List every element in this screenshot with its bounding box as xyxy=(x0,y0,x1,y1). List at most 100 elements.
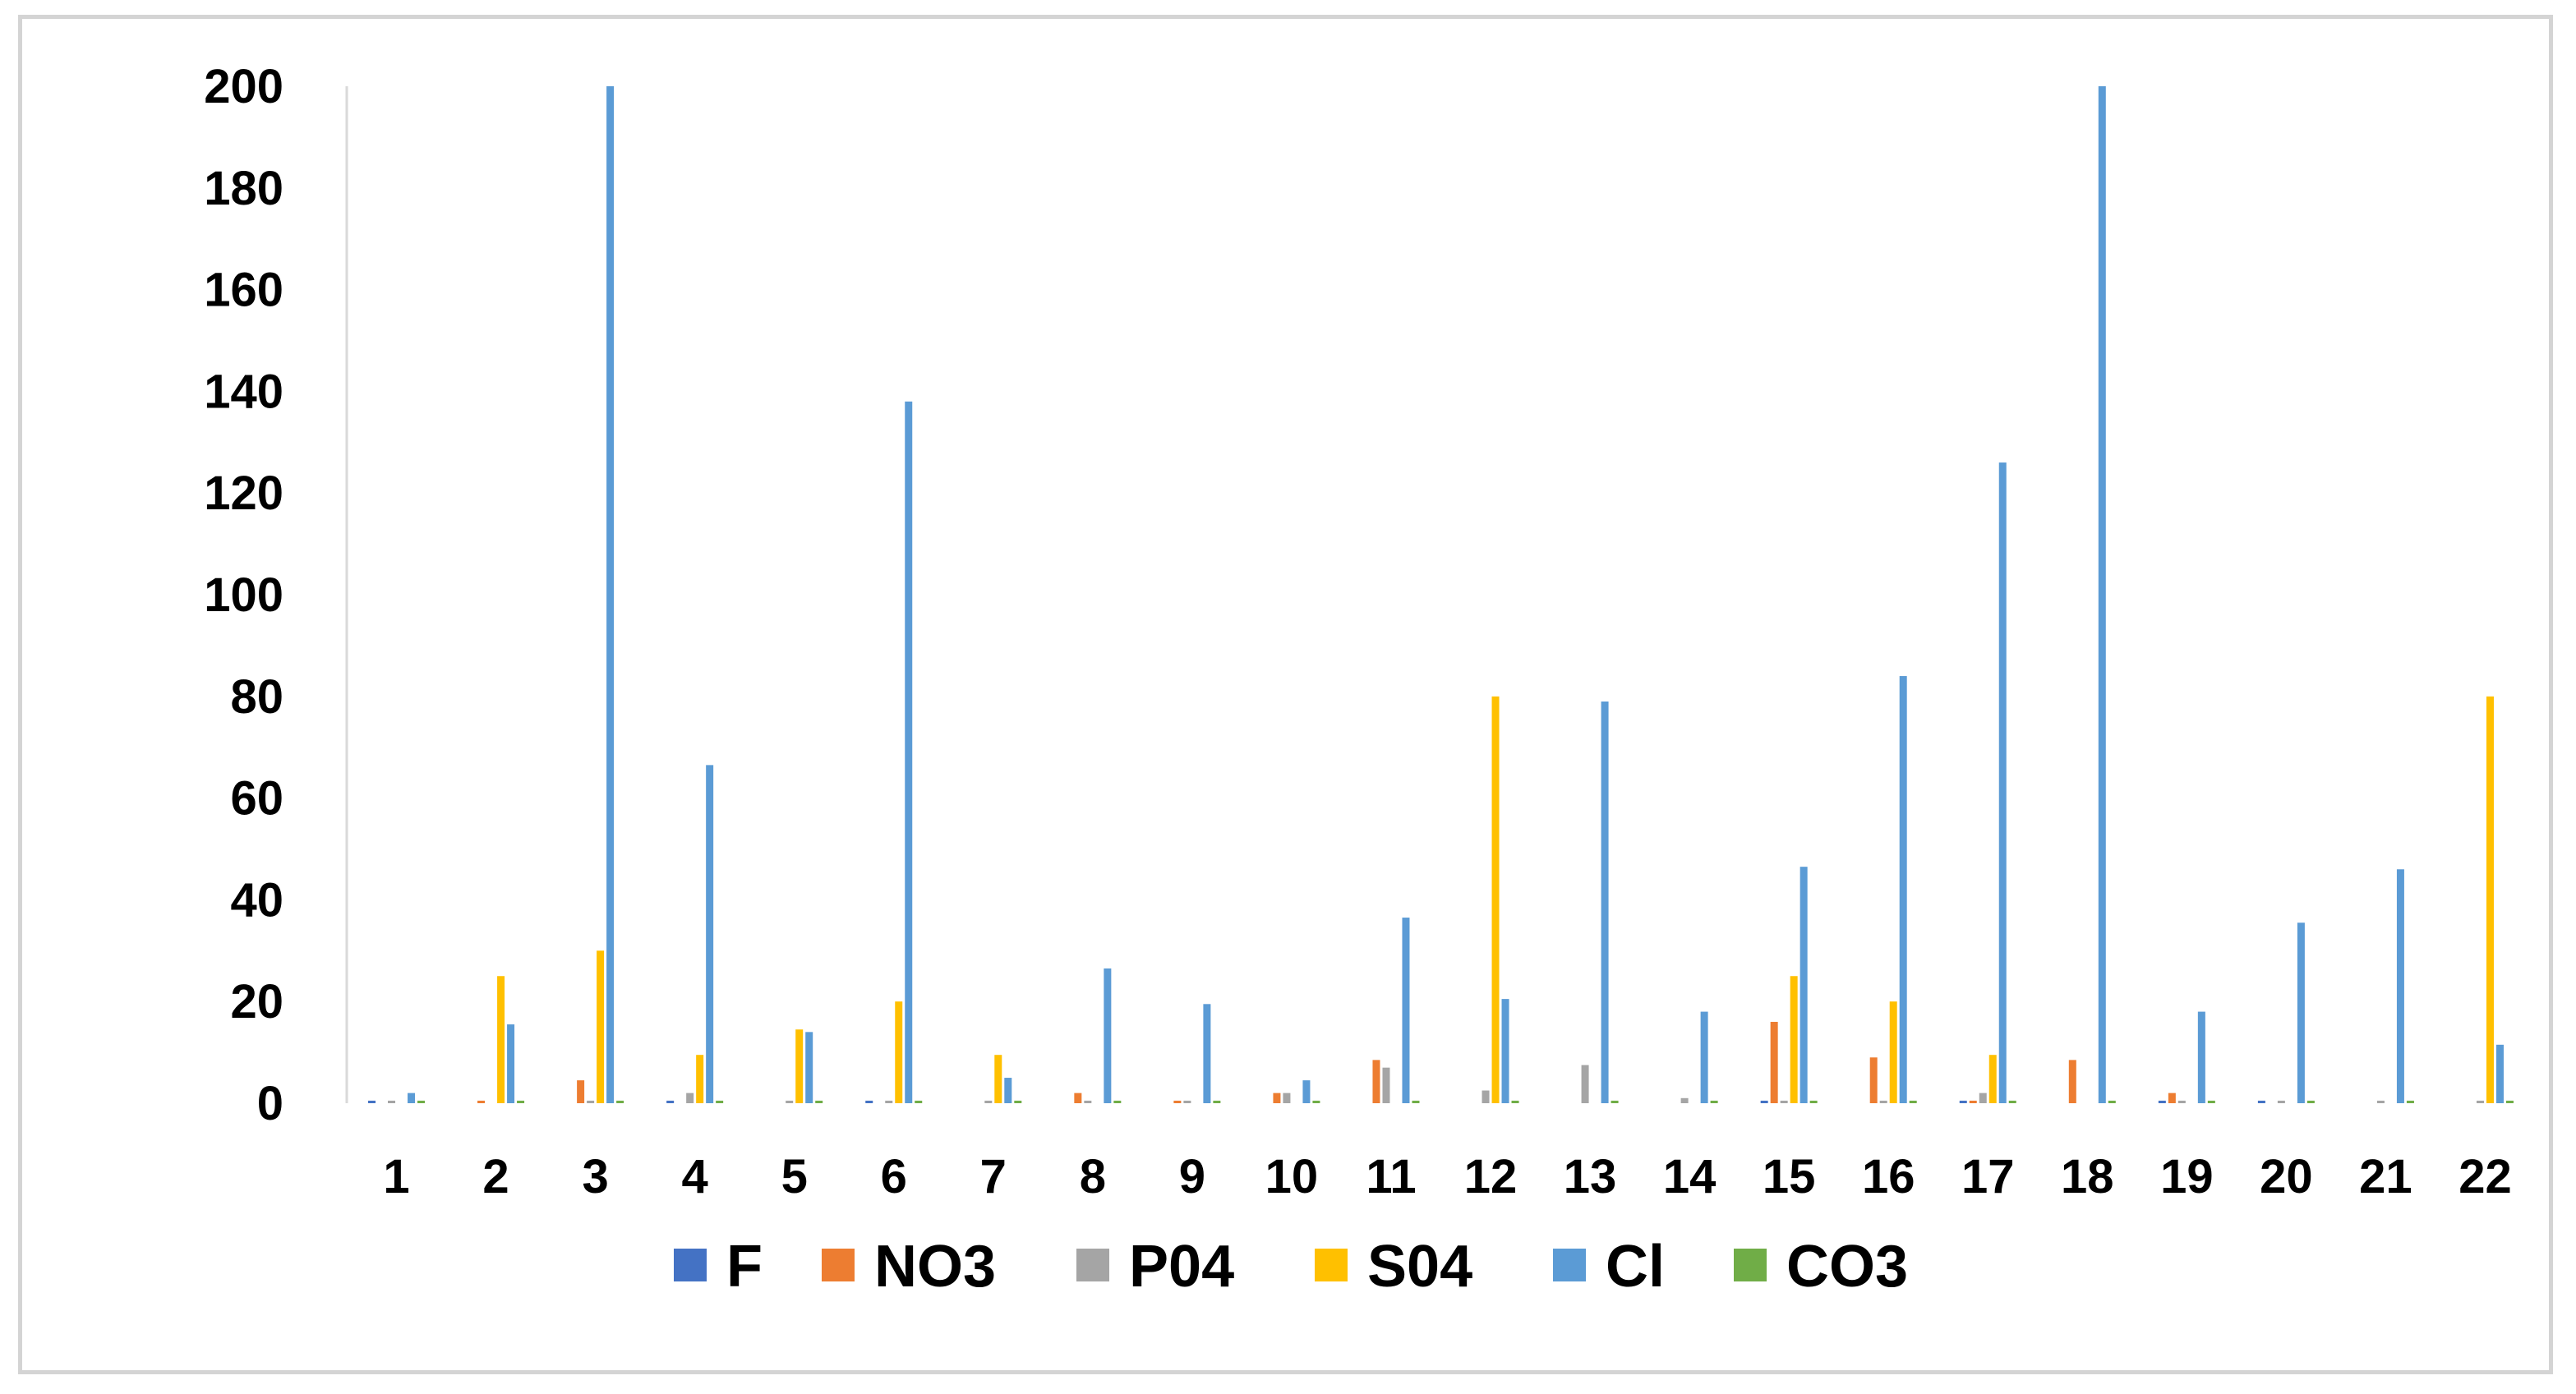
bar-cl-11 xyxy=(1402,918,1410,1103)
bar-co3-15 xyxy=(1809,1100,1818,1103)
bar-p04-8 xyxy=(1084,1100,1092,1103)
bar-no3-10 xyxy=(1273,1093,1281,1103)
bar-cl-10 xyxy=(1302,1080,1311,1103)
y-tick-label: 180 xyxy=(204,162,283,215)
bar-cl-16 xyxy=(1899,676,1907,1103)
x-tick-label: 15 xyxy=(1763,1150,1816,1203)
bar-s04-6 xyxy=(895,1001,903,1103)
legend-label-s04: S04 xyxy=(1367,1234,1472,1300)
bar-co3-16 xyxy=(1909,1100,1917,1103)
legend-label-p04: P04 xyxy=(1129,1234,1234,1300)
legend-label-co3: CO3 xyxy=(1786,1234,1908,1300)
x-tick-label: 14 xyxy=(1663,1150,1717,1203)
bar-no3-9 xyxy=(1173,1100,1182,1103)
bar-cl-15 xyxy=(1800,867,1808,1103)
x-tick-label: 7 xyxy=(980,1150,1007,1203)
bar-co3-14 xyxy=(1710,1100,1718,1103)
bar-s04-3 xyxy=(597,950,605,1103)
bar-cl-18 xyxy=(2098,86,2106,1103)
y-tick-label: 0 xyxy=(257,1077,283,1130)
legend-label-f: F xyxy=(726,1234,763,1300)
x-tick-label: 1 xyxy=(383,1150,409,1203)
x-tick-label: 17 xyxy=(1961,1150,2015,1203)
bar-cl-22 xyxy=(2495,1044,2504,1103)
bar-p04-20 xyxy=(2277,1100,2285,1103)
bar-p04-9 xyxy=(1183,1100,1191,1103)
x-tick-label: 13 xyxy=(1564,1150,1617,1203)
x-tick-label: 2 xyxy=(482,1150,509,1203)
legend-swatch-f xyxy=(674,1249,707,1281)
bar-cl-13 xyxy=(1601,701,1609,1103)
y-tick-label: 20 xyxy=(230,975,283,1028)
bar-co3-10 xyxy=(1312,1100,1320,1103)
bar-p04-19 xyxy=(2177,1100,2186,1103)
x-tick-label: 4 xyxy=(682,1150,708,1203)
y-tick-label: 40 xyxy=(230,873,283,927)
bar-co3-17 xyxy=(2008,1100,2016,1103)
bar-s04-5 xyxy=(795,1029,804,1103)
bar-co3-8 xyxy=(1113,1100,1122,1103)
x-tick-label: 16 xyxy=(1862,1150,1915,1203)
chart-frame xyxy=(18,15,2553,1374)
bar-p04-1 xyxy=(388,1100,396,1103)
bar-f-17 xyxy=(1959,1100,1967,1103)
bar-co3-22 xyxy=(2505,1100,2514,1103)
bar-f-20 xyxy=(2257,1100,2265,1103)
bar-cl-8 xyxy=(1104,968,1112,1103)
bar-p04-7 xyxy=(984,1100,993,1103)
bar-cl-3 xyxy=(606,86,615,1103)
bar-s04-16 xyxy=(1889,1001,1897,1103)
y-tick-label: 80 xyxy=(230,670,283,724)
x-tick-label: 10 xyxy=(1265,1150,1319,1203)
y-tick-label: 140 xyxy=(204,365,283,418)
y-tick-label: 100 xyxy=(204,568,283,622)
bar-cl-14 xyxy=(1700,1011,1708,1103)
x-tick-label: 5 xyxy=(781,1150,808,1203)
bar-p04-14 xyxy=(1680,1097,1689,1103)
x-tick-label: 8 xyxy=(1080,1150,1106,1203)
legend-swatch-cl xyxy=(1553,1249,1586,1281)
x-tick-label: 21 xyxy=(2359,1150,2412,1203)
bar-s04-2 xyxy=(497,976,505,1103)
legend-swatch-s04 xyxy=(1315,1249,1348,1281)
y-tick-label: 200 xyxy=(204,60,283,113)
legend-label-cl: Cl xyxy=(1606,1234,1665,1300)
bar-co3-21 xyxy=(2406,1100,2414,1103)
bar-f-19 xyxy=(2158,1100,2166,1103)
bar-s04-17 xyxy=(1988,1055,1997,1103)
bar-co3-6 xyxy=(915,1100,923,1103)
x-tick-label: 9 xyxy=(1179,1150,1205,1203)
bar-p04-3 xyxy=(587,1100,595,1103)
legend-swatch-p04 xyxy=(1076,1249,1109,1281)
bar-p04-22 xyxy=(2476,1100,2484,1103)
bar-p04-16 xyxy=(1879,1100,1887,1103)
bar-p04-15 xyxy=(1780,1100,1788,1103)
bar-cl-17 xyxy=(1998,462,2007,1103)
x-tick-label: 12 xyxy=(1464,1150,1518,1203)
bar-co3-5 xyxy=(815,1100,823,1103)
bar-p04-6 xyxy=(885,1100,893,1103)
bar-cl-2 xyxy=(507,1024,515,1103)
bar-co3-9 xyxy=(1213,1100,1221,1103)
bar-cl-5 xyxy=(805,1032,813,1103)
x-tick-label: 19 xyxy=(2160,1150,2214,1203)
x-tick-label: 11 xyxy=(1366,1150,1416,1203)
bar-no3-16 xyxy=(1869,1057,1878,1103)
bar-no3-8 xyxy=(1074,1093,1082,1103)
bar-s04-12 xyxy=(1491,696,1500,1103)
bar-cl-12 xyxy=(1501,999,1509,1103)
bar-s04-4 xyxy=(696,1055,704,1103)
bar-no3-11 xyxy=(1372,1060,1380,1103)
bar-p04-17 xyxy=(1979,1093,1987,1103)
y-tick-label: 120 xyxy=(204,467,283,520)
bar-no3-17 xyxy=(1969,1100,1977,1103)
bar-cl-4 xyxy=(706,765,714,1103)
bar-cl-6 xyxy=(905,401,913,1103)
bar-f-6 xyxy=(865,1100,873,1103)
bar-co3-4 xyxy=(716,1100,724,1103)
bar-co3-19 xyxy=(2207,1100,2215,1103)
bar-co3-1 xyxy=(417,1100,426,1103)
bar-no3-19 xyxy=(2168,1093,2176,1103)
bar-p04-5 xyxy=(786,1100,794,1103)
